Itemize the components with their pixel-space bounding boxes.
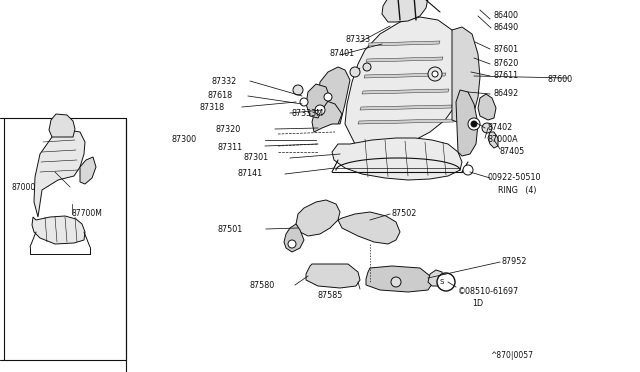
Text: 87333: 87333 [345, 35, 370, 45]
Polygon shape [362, 89, 449, 94]
Text: 87332: 87332 [212, 77, 237, 86]
Polygon shape [80, 157, 96, 184]
Text: 87301: 87301 [244, 154, 269, 163]
Text: 00922-50510: 00922-50510 [488, 173, 541, 183]
Polygon shape [318, 67, 350, 124]
Circle shape [288, 240, 296, 248]
Text: 87700M: 87700M [72, 209, 103, 218]
Text: 87320: 87320 [215, 125, 240, 134]
Text: 87318: 87318 [200, 103, 225, 112]
Polygon shape [306, 84, 330, 118]
Text: 87600: 87600 [548, 76, 573, 84]
Text: 87611: 87611 [493, 71, 518, 80]
Text: 87000: 87000 [12, 183, 36, 192]
Polygon shape [488, 132, 498, 148]
Polygon shape [364, 73, 446, 78]
Polygon shape [360, 105, 452, 110]
Polygon shape [32, 216, 85, 244]
Polygon shape [478, 94, 496, 120]
Polygon shape [368, 41, 440, 46]
Text: 87311: 87311 [218, 144, 243, 153]
Text: 87601: 87601 [493, 45, 518, 54]
Circle shape [391, 277, 401, 287]
Text: 87580: 87580 [250, 280, 275, 289]
Text: 87141: 87141 [238, 170, 263, 179]
Polygon shape [428, 270, 444, 286]
Circle shape [293, 85, 303, 95]
Circle shape [350, 67, 360, 77]
Circle shape [315, 105, 325, 115]
Circle shape [300, 98, 308, 106]
Text: 87000A: 87000A [488, 135, 518, 144]
Polygon shape [358, 119, 455, 124]
Polygon shape [284, 224, 304, 252]
Circle shape [468, 118, 480, 130]
Polygon shape [452, 27, 480, 124]
Polygon shape [296, 200, 340, 236]
Text: 87300: 87300 [172, 135, 197, 144]
Polygon shape [382, 0, 428, 22]
Text: ©08510-61697: ©08510-61697 [458, 288, 519, 296]
Text: 87952: 87952 [502, 257, 527, 266]
Polygon shape [49, 114, 75, 137]
Polygon shape [345, 17, 468, 150]
Polygon shape [34, 130, 85, 217]
Text: 86492: 86492 [493, 90, 518, 99]
Text: 87620: 87620 [493, 60, 518, 68]
Text: 87585: 87585 [318, 292, 344, 301]
Text: 1D: 1D [472, 299, 483, 308]
Bar [4, 118, 126, 360]
Text: 87401: 87401 [330, 49, 355, 58]
Polygon shape [338, 212, 400, 244]
Circle shape [437, 273, 455, 291]
Text: 87402: 87402 [488, 124, 513, 132]
Text: S: S [440, 279, 444, 285]
Text: RING   (4): RING (4) [498, 186, 536, 195]
Text: 87405: 87405 [500, 148, 525, 157]
Text: 86400: 86400 [493, 10, 518, 19]
Polygon shape [366, 266, 432, 292]
Circle shape [324, 93, 332, 101]
Text: 87333M: 87333M [292, 109, 324, 118]
Circle shape [482, 123, 492, 133]
Text: 87618: 87618 [208, 92, 233, 100]
Polygon shape [332, 138, 462, 180]
Polygon shape [456, 90, 478, 156]
Polygon shape [306, 264, 360, 288]
Polygon shape [312, 100, 342, 132]
Circle shape [463, 165, 473, 175]
Text: 87502: 87502 [392, 209, 417, 218]
Circle shape [428, 67, 442, 81]
Circle shape [432, 71, 438, 77]
Circle shape [471, 121, 477, 127]
Text: ^870|0057: ^870|0057 [490, 352, 533, 360]
Circle shape [363, 63, 371, 71]
Text: 87501: 87501 [218, 225, 243, 234]
Polygon shape [366, 57, 443, 62]
Text: 86490: 86490 [493, 23, 518, 32]
